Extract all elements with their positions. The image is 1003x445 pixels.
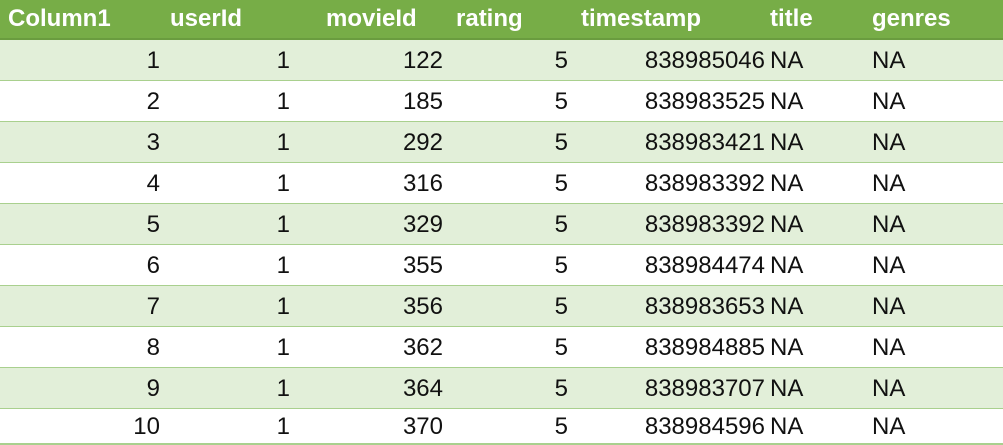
column1-cell[interactable]: 2	[146, 87, 160, 115]
userid-cell[interactable]: 1	[276, 412, 290, 440]
title-cell[interactable]: NA	[770, 251, 804, 279]
rating-cell[interactable]: 5	[554, 46, 568, 74]
timestamp-cell[interactable]: 838983392	[644, 210, 765, 238]
genres-header[interactable]: genres	[872, 5, 951, 32]
movieid-cell[interactable]: 356	[402, 292, 443, 320]
title-cell[interactable]: NA	[770, 46, 804, 74]
column1-cell[interactable]: 4	[146, 169, 160, 197]
column1-header[interactable]: Column1	[8, 5, 111, 32]
title-cell[interactable]: NA	[770, 412, 804, 440]
userid-cell[interactable]: 1	[276, 333, 290, 361]
title-header[interactable]: title	[770, 5, 813, 32]
timestamp-cell[interactable]: 838983707	[644, 374, 765, 402]
title-cell[interactable]: NA	[770, 169, 804, 197]
rating-cell[interactable]: 5	[554, 251, 568, 279]
table-row[interactable]: 2 1 185 5 838983525 NA NA	[0, 81, 1003, 122]
timestamp-cell[interactable]: 838985046	[644, 46, 765, 74]
title-cell[interactable]: NA	[770, 128, 804, 156]
column1-cell[interactable]: 8	[146, 333, 160, 361]
column1-cell[interactable]: 5	[146, 210, 160, 238]
column1-cell[interactable]: 6	[146, 251, 160, 279]
table-row[interactable]: 9 1 364 5 838983707 NA NA	[0, 368, 1003, 409]
genres-cell[interactable]: NA	[872, 374, 906, 402]
userid-cell[interactable]: 1	[276, 374, 290, 402]
column1-cell[interactable]: 1	[146, 46, 160, 74]
rating-cell[interactable]: 5	[554, 374, 568, 402]
movieid-cell[interactable]: 292	[402, 128, 443, 156]
title-cell[interactable]: NA	[770, 333, 804, 361]
rating-cell[interactable]: 5	[554, 333, 568, 361]
userid-cell[interactable]: 1	[276, 292, 290, 320]
table-row[interactable]: 1 1 122 5 838985046 NA NA	[0, 40, 1003, 81]
table-row[interactable]: 7 1 356 5 838983653 NA NA	[0, 286, 1003, 327]
genres-cell[interactable]: NA	[872, 251, 906, 279]
genres-cell[interactable]: NA	[872, 292, 906, 320]
rating-cell[interactable]: 5	[554, 128, 568, 156]
userid-cell[interactable]: 1	[276, 210, 290, 238]
genres-cell[interactable]: NA	[872, 412, 906, 440]
table-row[interactable]: 10 1 370 5 838984596 NA NA	[0, 409, 1003, 444]
rating-cell[interactable]: 5	[554, 292, 568, 320]
column1-cell[interactable]: 3	[146, 128, 160, 156]
rating-cell[interactable]: 5	[554, 412, 568, 440]
table-row[interactable]: 6 1 355 5 838984474 NA NA	[0, 245, 1003, 286]
genres-cell[interactable]: NA	[872, 128, 906, 156]
movieid-cell[interactable]: 185	[402, 87, 443, 115]
column1-cell[interactable]: 7	[146, 292, 160, 320]
movieid-cell[interactable]: 122	[402, 46, 443, 74]
table-row[interactable]: 8 1 362 5 838984885 NA NA	[0, 327, 1003, 368]
userid-cell[interactable]: 1	[276, 128, 290, 156]
timestamp-cell[interactable]: 838984596	[644, 412, 765, 440]
movieid-cell[interactable]: 364	[402, 374, 443, 402]
userid-cell[interactable]: 1	[276, 169, 290, 197]
timestamp-header[interactable]: timestamp	[581, 5, 702, 32]
table-row[interactable]: 5 1 329 5 838983392 NA NA	[0, 204, 1003, 245]
movieid-cell[interactable]: 316	[402, 169, 443, 197]
rating-cell[interactable]: 5	[554, 169, 568, 197]
movieid-cell[interactable]: 329	[402, 210, 443, 238]
rating-cell[interactable]: 5	[554, 210, 568, 238]
genres-cell[interactable]: NA	[872, 46, 906, 74]
movieid-header[interactable]: movieId	[326, 5, 417, 32]
title-cell[interactable]: NA	[770, 374, 804, 402]
userid-cell[interactable]: 1	[276, 251, 290, 279]
timestamp-cell[interactable]: 838983525	[644, 87, 765, 115]
genres-cell[interactable]: NA	[872, 333, 906, 361]
genres-cell[interactable]: NA	[872, 169, 906, 197]
userid-cell[interactable]: 1	[276, 87, 290, 115]
timestamp-cell[interactable]: 838983421	[644, 128, 765, 156]
table-row[interactable]: 4 1 316 5 838983392 NA NA	[0, 163, 1003, 204]
title-cell[interactable]: NA	[770, 210, 804, 238]
movieid-cell[interactable]: 370	[402, 412, 443, 440]
userid-header[interactable]: userId	[170, 5, 243, 32]
userid-cell[interactable]: 1	[276, 46, 290, 74]
column1-cell[interactable]: 10	[133, 412, 160, 440]
timestamp-cell[interactable]: 838984474	[644, 251, 765, 279]
timestamp-cell[interactable]: 838984885	[644, 333, 765, 361]
rating-header[interactable]: rating	[456, 5, 523, 32]
table-row[interactable]: 3 1 292 5 838983421 NA NA	[0, 122, 1003, 163]
genres-cell[interactable]: NA	[872, 87, 906, 115]
title-cell[interactable]: NA	[770, 87, 804, 115]
rating-cell[interactable]: 5	[554, 87, 568, 115]
genres-cell[interactable]: NA	[872, 210, 906, 238]
movieid-cell[interactable]: 355	[402, 251, 443, 279]
timestamp-cell[interactable]: 838983392	[644, 169, 765, 197]
title-cell[interactable]: NA	[770, 292, 804, 320]
movieid-cell[interactable]: 362	[402, 333, 443, 361]
column1-cell[interactable]: 9	[146, 374, 160, 402]
table-header-row: Column1 userId movieId rating timestamp …	[0, 0, 1003, 40]
timestamp-cell[interactable]: 838983653	[644, 292, 765, 320]
